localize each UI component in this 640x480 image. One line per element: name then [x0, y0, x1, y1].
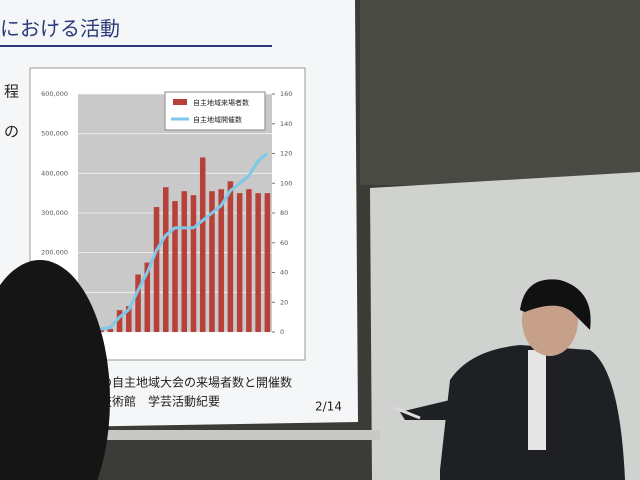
bar — [116, 310, 123, 332]
bar — [199, 157, 206, 332]
line-series — [82, 152, 269, 334]
y-tick-label: 300,000 — [41, 209, 68, 217]
bar — [144, 262, 151, 332]
y-tick-label: 500,000 — [41, 130, 68, 138]
y-tick-label: 600,000 — [41, 90, 68, 98]
slide-heading: における活動 — [0, 17, 120, 41]
bar — [162, 187, 169, 332]
y2-tick-label: 60 — [280, 239, 288, 247]
pointer — [394, 406, 421, 420]
side-text: の — [4, 123, 19, 141]
y2-tick-label: 120 — [280, 150, 292, 158]
bar — [264, 193, 271, 332]
legend-swatch — [173, 99, 187, 105]
legend-label: 自主地域開催数 — [193, 115, 242, 124]
y-tick-label: 200,000 — [41, 249, 68, 257]
bar — [135, 274, 141, 332]
bar — [126, 306, 132, 332]
chart: 0100,000200,000300,000400,000500,000600,… — [41, 90, 292, 336]
y2-tick-label: 140 — [280, 120, 292, 128]
screen-bar — [100, 430, 380, 440]
bar — [236, 193, 243, 332]
side-text: 程 — [4, 83, 19, 101]
y2-tick-label: 80 — [280, 209, 288, 217]
y2-tick-label: 0 — [280, 328, 284, 336]
y-tick-label: 400,000 — [41, 169, 68, 177]
y2-tick-label: 20 — [280, 298, 288, 306]
y2-tick-label: 160 — [280, 90, 292, 98]
bar — [172, 201, 178, 332]
bar — [98, 330, 104, 332]
bar — [218, 189, 224, 332]
shirt — [528, 350, 546, 450]
bar — [246, 189, 252, 332]
y2-tick-label: 100 — [280, 179, 292, 187]
bar — [227, 181, 234, 332]
bar — [153, 207, 160, 332]
bar — [255, 193, 261, 332]
y2-tick-label: 40 — [280, 269, 288, 277]
slide-caption: の自主地域大会の来場者数と開催数 — [100, 375, 292, 390]
audience-head — [0, 260, 110, 480]
presenter-hair — [520, 279, 591, 330]
bar — [190, 195, 197, 332]
legend — [164, 91, 266, 131]
bar — [107, 328, 114, 332]
bar — [181, 191, 188, 332]
upper-wall — [360, 0, 640, 185]
page-number: 2/14 — [315, 400, 342, 414]
bar — [209, 191, 215, 332]
slide-source: 技術館 学芸活動紀要 — [100, 394, 220, 409]
legend-label: 自主地域来場者数 — [193, 98, 249, 107]
